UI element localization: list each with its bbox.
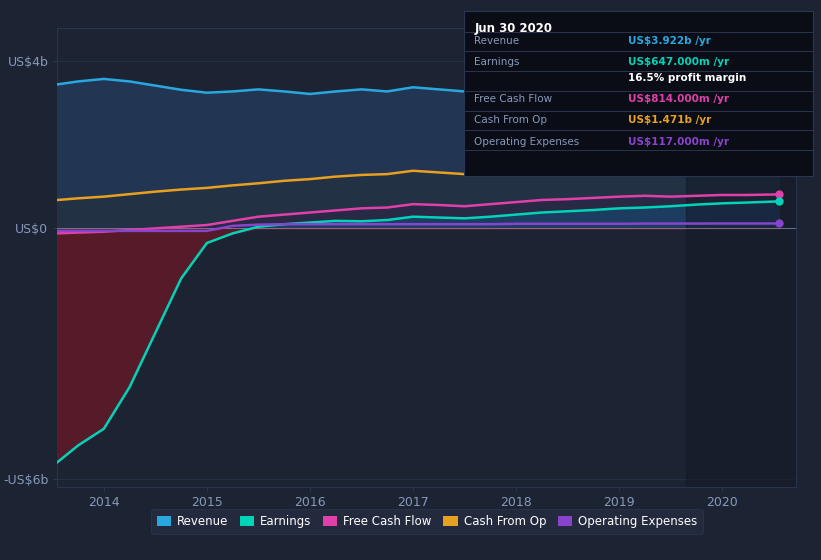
Text: US$814.000m /yr: US$814.000m /yr (628, 94, 729, 104)
Text: US$1.471b /yr: US$1.471b /yr (628, 115, 711, 125)
Text: Jun 30 2020: Jun 30 2020 (475, 22, 553, 35)
Text: US$117.000m /yr: US$117.000m /yr (628, 137, 729, 147)
Text: 16.5% profit margin: 16.5% profit margin (628, 73, 746, 83)
Bar (686, 28, 796, 487)
Text: US$647.000m /yr: US$647.000m /yr (628, 57, 729, 67)
Text: Revenue: Revenue (475, 36, 520, 46)
Text: Earnings: Earnings (475, 57, 520, 67)
Text: Free Cash Flow: Free Cash Flow (475, 94, 553, 104)
Text: Operating Expenses: Operating Expenses (475, 137, 580, 147)
Legend: Revenue, Earnings, Free Cash Flow, Cash From Op, Operating Expenses: Revenue, Earnings, Free Cash Flow, Cash … (151, 509, 703, 534)
Text: Cash From Op: Cash From Op (475, 115, 548, 125)
Text: US$3.922b /yr: US$3.922b /yr (628, 36, 711, 46)
